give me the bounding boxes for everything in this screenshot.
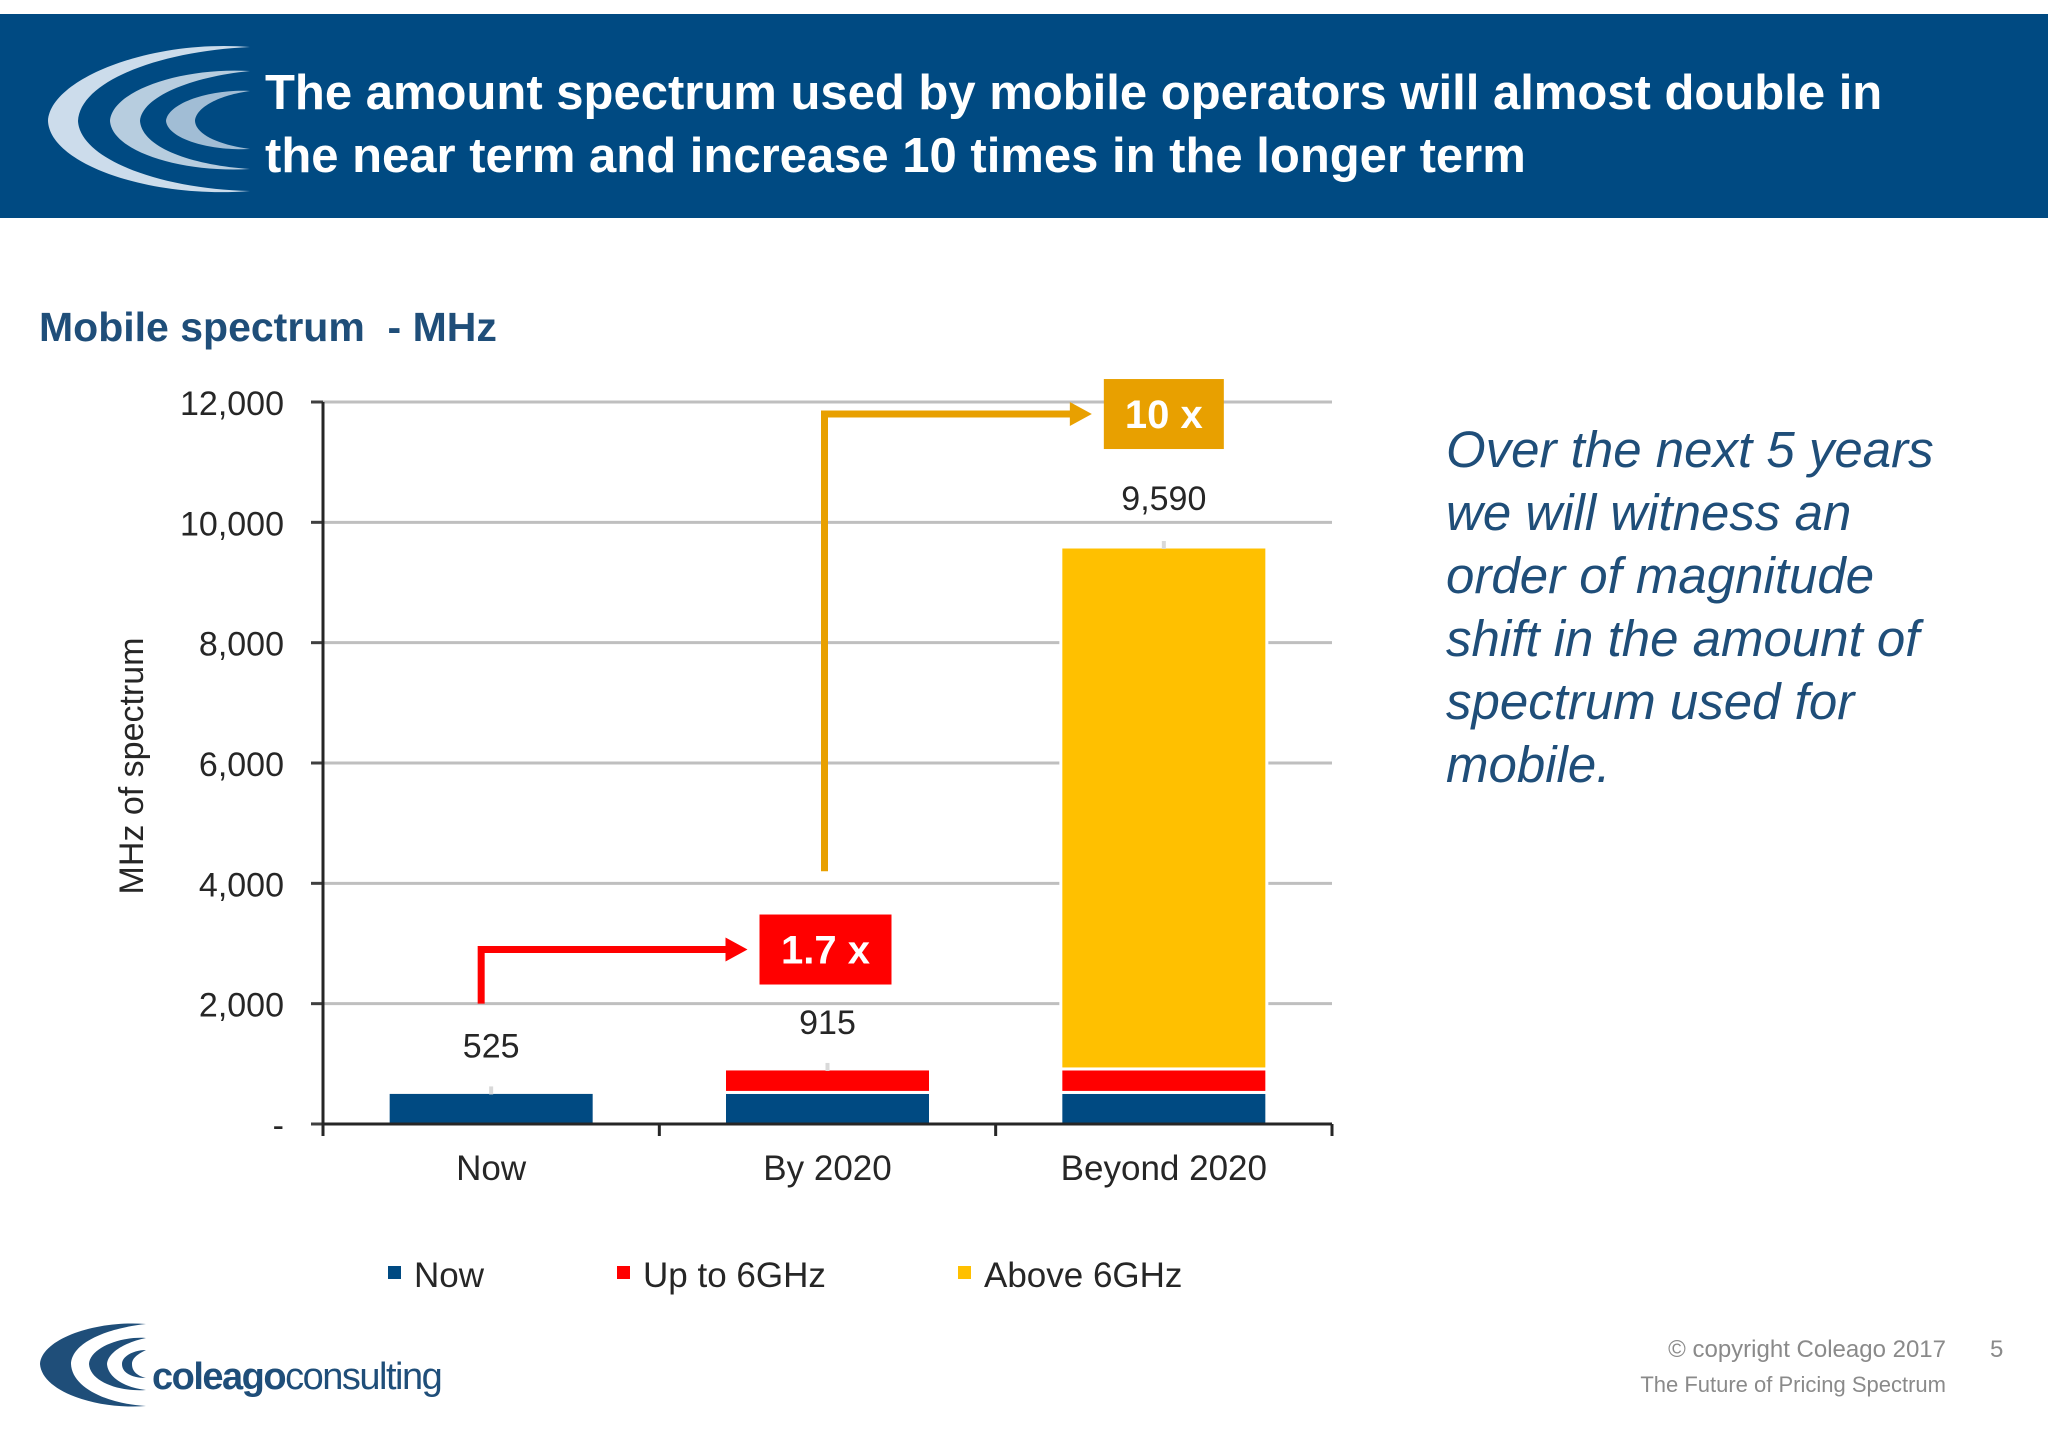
x-tick-label: Now [456,1149,527,1188]
page-number: 5 [1990,1336,2004,1363]
bar-segment-now [1059,1090,1269,1126]
growth-multiplier-box [1103,379,1224,450]
x-tick-label: Beyond 2020 [1061,1149,1267,1188]
growth-multiplier-label: 1.7 x [781,929,870,973]
commentary-text: Over the next 5 years we will witness an o… [1446,418,2006,796]
total-label: 9,590 [1121,480,1206,518]
growth-multiplier-label: 10 x [1125,393,1203,437]
commentary-line: Over the next 5 years [1446,421,1934,478]
legend-swatch [617,1266,630,1279]
deck-title: The Future of Pricing Spectrum [1640,1372,1946,1397]
copyright-notice: © copyright Coleago 2017 [1668,1336,1946,1363]
bar-segment-now [723,1090,932,1126]
bar-segment-up-to-6ghz [723,1067,932,1094]
chart-title: Mobile spectrum - MHz [39,304,497,350]
slide-title-line-1: The amount spectrum used by mobile opera… [265,66,1883,120]
growth-arrow-head-icon [725,937,748,962]
legend-label: Up to 6GHz [643,1256,826,1295]
coleago-footer-logo-icon [40,1323,146,1407]
growth-arrow-line [477,946,732,1004]
commentary-line: mobile. [1446,736,1611,793]
y-tick-label: 10,000 [180,505,284,543]
y-tick-label: - [273,1107,284,1145]
slide-title-line-2: the near term and increase 10 times in t… [265,129,1526,183]
y-tick-label: 4,000 [199,866,284,904]
legend-swatch [388,1266,401,1279]
coleago-consulting-wordmark: coleagoconsulting [152,1356,443,1398]
y-tick-label: 6,000 [199,746,284,784]
y-tick-label: 8,000 [199,626,284,664]
legend-swatch [958,1266,971,1279]
growth-multiplier-box [759,914,892,985]
title-banner: The amount spectrum used by mobile opera… [0,14,2048,218]
growth-arrow-head-icon [1069,402,1092,427]
coleago-swoosh-logo [48,45,250,193]
commentary-line: shift in the amount of [1446,610,1920,667]
commentary-line: spectrum used for [1446,673,1855,730]
y-tick-label: 12,000 [180,385,284,423]
x-tick-label: By 2020 [763,1149,891,1188]
legend-label: Above 6GHz [984,1256,1182,1295]
legend-label: Now [414,1256,485,1295]
y-axis-label: MHz of spectrum [113,638,151,895]
commentary-line: we will witness an [1446,484,1852,541]
total-label: 525 [463,1027,520,1065]
bar-segment-now [386,1090,596,1126]
commentary-line: order of magnitude [1446,547,1875,604]
total-label: 915 [799,1004,856,1042]
bar-segment-up-to-6ghz [1059,1067,1269,1094]
bar-segment-above-6ghz [1059,545,1269,1071]
slide-title: The amount spectrum used by mobile opera… [265,62,2025,188]
y-tick-label: 2,000 [199,987,284,1025]
growth-arrow-line [821,410,1076,872]
